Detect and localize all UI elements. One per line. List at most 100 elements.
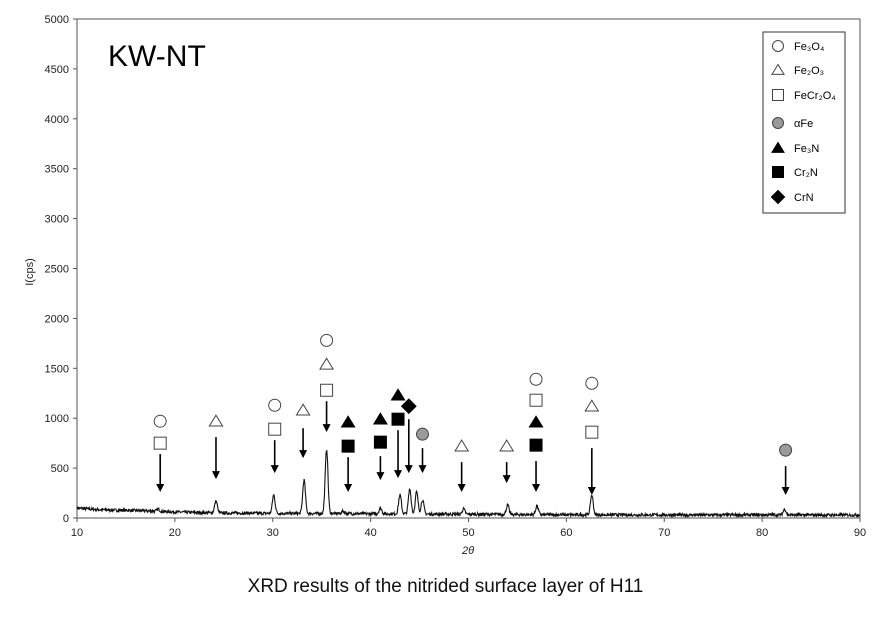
cr2n-marker <box>529 438 543 452</box>
x-tick-label: 30 <box>267 527 279 539</box>
y-tick-label: 0 <box>63 513 69 525</box>
peak-arrow-head <box>156 484 165 493</box>
xrd-pattern-line <box>76 449 861 519</box>
x-tick-label: 80 <box>756 527 768 539</box>
peak-arrow-head <box>270 465 279 474</box>
peak-annotation <box>400 398 417 474</box>
peak-arrow-head <box>587 487 596 496</box>
legend: Fe₃O₄ Fe₂O₃ FeCr₂O₄ αFe Fe₃N Cr₂N CrN <box>762 31 846 214</box>
fe2o3-marker <box>295 403 311 416</box>
x-tick-label: 10 <box>71 527 83 539</box>
y-tick-label: 500 <box>51 463 69 475</box>
cr2n-marker <box>373 435 387 449</box>
peak-annotation <box>153 414 167 493</box>
alpha-fe-marker <box>415 427 429 441</box>
fe2o3-marker <box>771 63 785 75</box>
legend-item-fe2o3: Fe₂O₃ <box>771 63 824 77</box>
y-tick-label: 4500 <box>45 64 69 76</box>
x-axis-title: 2θ <box>461 545 474 557</box>
fecr2o4-marker <box>529 393 543 407</box>
fe2o3-marker <box>499 439 515 452</box>
alpha-fe-marker <box>779 443 793 457</box>
peak-arrow-head <box>502 475 511 484</box>
y-tick-label: 2500 <box>45 264 69 276</box>
x-axis-ticks: 10 20 30 40 50 60 70 80 90 <box>71 518 866 539</box>
peak-annotation <box>390 388 406 479</box>
x-tick-label: 70 <box>658 527 670 539</box>
fe3n-marker <box>771 141 785 153</box>
panel-label: KW-NT <box>108 40 206 73</box>
peak-annotation <box>779 443 793 496</box>
x-tick-label: 40 <box>365 527 377 539</box>
x-tick-label: 50 <box>462 527 474 539</box>
alpha-fe-marker <box>772 117 784 129</box>
y-tick-label: 3500 <box>45 164 69 176</box>
peak-annotations <box>153 333 793 496</box>
x-tick-label: 60 <box>560 527 572 539</box>
fecr2o4-marker <box>320 383 334 397</box>
peak-arrow-head <box>299 450 308 459</box>
peak-annotation <box>528 372 544 493</box>
fe3n-marker <box>372 412 388 425</box>
fecr2o4-marker <box>268 422 282 436</box>
peak-arrow-head <box>532 484 541 493</box>
x-tick-label: 20 <box>169 527 181 539</box>
y-axis-title: I(cps) <box>24 258 36 286</box>
peak-annotation <box>584 376 600 496</box>
figure-caption: XRD results of the nitrided surface laye… <box>247 576 644 597</box>
x-tick-label: 90 <box>854 527 866 539</box>
peak-arrow-head <box>457 484 466 493</box>
fe3o4-marker <box>772 40 784 52</box>
fecr2o4-marker <box>153 436 167 450</box>
legend-label: CrN <box>794 192 814 204</box>
legend-item-fe3o4: Fe₃O₄ <box>772 40 825 53</box>
peak-arrow-head <box>211 471 220 480</box>
fe3o4-marker <box>153 414 167 428</box>
legend-label: αFe <box>794 118 813 130</box>
fe3n-marker <box>390 388 406 401</box>
fe3o4-marker <box>529 372 543 386</box>
peak-annotation <box>415 427 429 474</box>
legend-label: Fe₃O₄ <box>794 41 825 53</box>
peak-arrow-head <box>376 472 385 481</box>
peak-annotation <box>208 414 224 480</box>
legend-item-fecr2o4: FeCr₂O₄ <box>772 89 836 102</box>
peak-arrow-head <box>322 424 331 433</box>
cr2n-marker <box>341 439 355 453</box>
fe2o3-marker <box>208 414 224 427</box>
legend-label: Fe₃N <box>794 143 819 155</box>
peak-annotation <box>319 333 335 433</box>
peak-annotation <box>295 403 311 459</box>
peak-arrow-head <box>344 484 353 493</box>
fe3n-marker <box>340 415 356 428</box>
legend-label: Cr₂N <box>794 167 818 179</box>
y-tick-label: 2000 <box>45 313 69 325</box>
peak-annotation <box>340 415 356 493</box>
fecr2o4-marker <box>585 425 599 439</box>
crn-marker <box>770 189 786 205</box>
y-tick-label: 4000 <box>45 114 69 126</box>
y-tick-label: 1500 <box>45 363 69 375</box>
y-tick-label: 1000 <box>45 413 69 425</box>
crn-marker <box>400 398 417 415</box>
peak-annotation <box>372 412 388 481</box>
fe3o4-marker <box>320 333 334 347</box>
legend-item-fe3n: Fe₃N <box>771 141 819 155</box>
fe2o3-marker <box>454 439 470 452</box>
y-axis-ticks: 0 500 1000 1500 2000 2500 3000 3500 4000 4500 5000 <box>45 14 77 525</box>
y-tick-label: 5000 <box>45 14 69 26</box>
y-tick-label: 3000 <box>45 214 69 226</box>
legend-item-crn: CrN <box>770 189 814 205</box>
fe3n-marker <box>528 415 544 428</box>
legend-label: Fe₂O₃ <box>794 65 824 77</box>
legend-item-cr2n: Cr₂N <box>772 166 818 179</box>
plot-frame <box>76 18 861 519</box>
peak-arrow-head <box>781 487 790 496</box>
fe2o3-marker <box>319 357 335 370</box>
cr2n-marker <box>772 166 784 178</box>
fe2o3-marker <box>584 399 600 412</box>
fe3o4-marker <box>268 398 282 412</box>
legend-item-alphafe: αFe <box>772 117 813 130</box>
fe3o4-marker <box>585 376 599 390</box>
